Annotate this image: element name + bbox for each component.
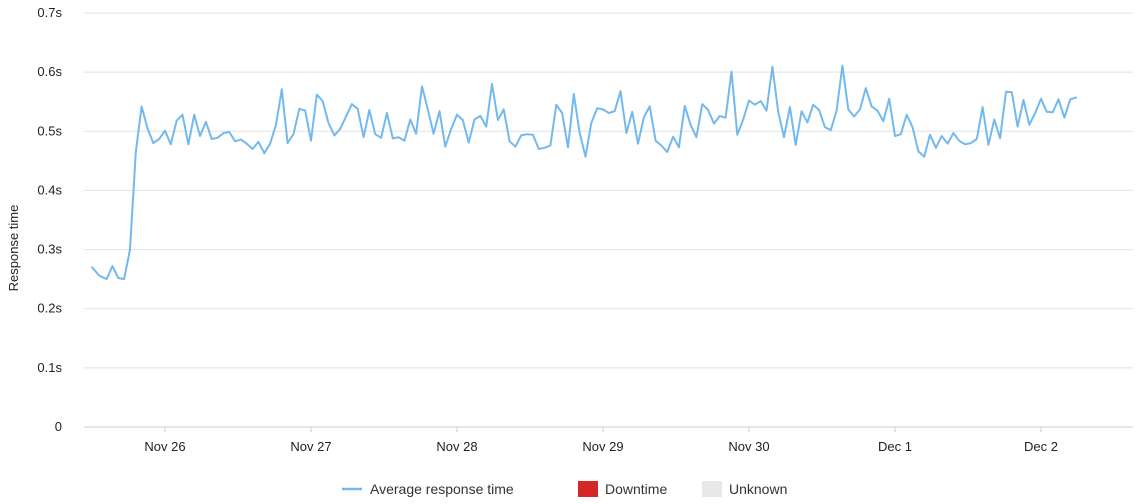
y-tick-label: 0.2s bbox=[37, 301, 62, 316]
grid-lines bbox=[84, 12, 1133, 428]
y-tick-label: 0.1s bbox=[37, 360, 62, 375]
x-tick-label: Dec 1 bbox=[878, 439, 912, 454]
x-axis-ticks: Nov 26 Nov 27 Nov 28 Nov 29 Nov 30 Dec 1 Dec 2 bbox=[84, 426, 1133, 454]
x-tick-label: Nov 29 bbox=[582, 439, 623, 454]
y-tick-label: 0.3s bbox=[37, 242, 62, 257]
y-tick-label: 0.4s bbox=[37, 182, 62, 197]
y-tick-label: 0 bbox=[55, 419, 62, 434]
x-tick-label: Dec 2 bbox=[1024, 439, 1058, 454]
legend-label: Downtime bbox=[605, 481, 667, 497]
x-tick-label: Nov 30 bbox=[728, 439, 769, 454]
x-tick-label: Nov 26 bbox=[144, 439, 185, 454]
y-tick-label: 0.6s bbox=[37, 64, 62, 79]
series-line-0 bbox=[91, 64, 1077, 281]
x-tick-label: Nov 27 bbox=[290, 439, 331, 454]
legend-swatch-box bbox=[578, 481, 598, 497]
legend-item-downtime[interactable]: Downtime bbox=[578, 481, 667, 497]
y-axis-ticks: 0 0.1s 0.2s 0.3s 0.4s 0.5s 0.6s 0.7s bbox=[37, 5, 62, 434]
y-tick-label: 0.7s bbox=[37, 5, 62, 20]
x-tick-label: Nov 28 bbox=[436, 439, 477, 454]
legend-swatch-box bbox=[702, 481, 722, 497]
legend-label: Unknown bbox=[729, 481, 787, 497]
legend-item-average-response-time[interactable]: Average response time bbox=[342, 481, 514, 497]
series-layer bbox=[91, 64, 1077, 281]
legend: Average response time Downtime Unknown bbox=[342, 481, 787, 497]
y-axis-label: Response time bbox=[6, 205, 21, 292]
legend-label: Average response time bbox=[370, 481, 514, 497]
legend-item-unknown[interactable]: Unknown bbox=[702, 481, 787, 497]
y-tick-label: 0.5s bbox=[37, 123, 62, 138]
